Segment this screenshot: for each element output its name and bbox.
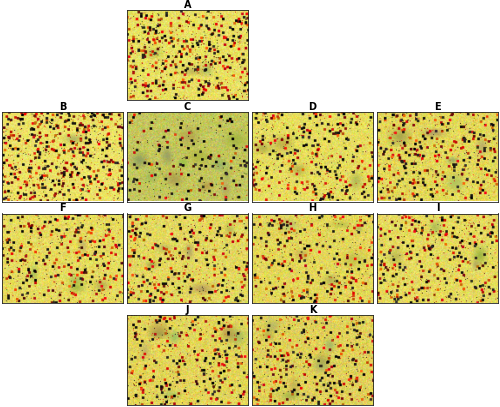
Title: D: D: [308, 102, 316, 112]
Title: G: G: [184, 204, 192, 213]
Title: B: B: [59, 102, 66, 112]
Title: E: E: [434, 102, 441, 112]
Title: A: A: [184, 0, 192, 10]
Title: H: H: [308, 204, 316, 213]
Title: J: J: [186, 305, 190, 315]
Title: K: K: [309, 305, 316, 315]
Title: C: C: [184, 102, 191, 112]
Title: I: I: [436, 204, 440, 213]
Title: F: F: [59, 204, 66, 213]
